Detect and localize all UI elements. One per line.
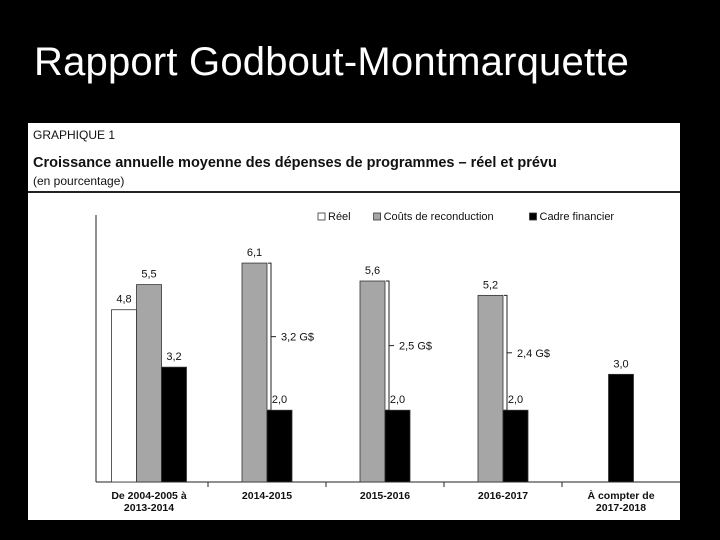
- bar-co-ts-de-reconduction: [136, 284, 162, 483]
- x-tick-label: 2014-2015: [242, 490, 292, 502]
- bar-r-el: [111, 309, 137, 483]
- bar-cadre-financier: [161, 366, 187, 483]
- bar-cadre-financier: [266, 409, 293, 483]
- bar-co-ts-de-reconduction: [359, 280, 386, 483]
- x-tick-label: 2015-2016: [360, 490, 410, 502]
- legend-swatch: [529, 212, 537, 221]
- data-label: 2,0: [390, 394, 405, 406]
- legend-entry: Réel: [328, 211, 351, 223]
- legend-entry: Coûts de reconduction: [384, 211, 494, 223]
- gap-label: 3,2 G$: [281, 332, 314, 344]
- figure-label: GRAPHIQUE 1: [33, 128, 116, 142]
- chart-title: Croissance annuelle moyenne des dépenses…: [33, 155, 557, 171]
- bar-cadre-financier: [384, 409, 411, 483]
- gap-bracket: [504, 294, 508, 411]
- chart-subtitle: (en pourcentage): [33, 174, 125, 188]
- x-tick-label: De 2004-2005 à: [111, 490, 186, 502]
- x-tick-label: 2016-2017: [478, 490, 528, 502]
- data-label: 4,8: [116, 294, 131, 306]
- data-label: 5,5: [141, 269, 156, 281]
- gap-bracket: [268, 262, 272, 411]
- x-tick-label: 2017-2018: [596, 502, 646, 514]
- bar-cadre-financier: [502, 409, 529, 483]
- bar-co-ts-de-reconduction: [241, 262, 268, 483]
- legend-entry: Cadre financier: [540, 211, 615, 223]
- x-tick-label: À compter de: [587, 489, 654, 502]
- gap-label: 2,4 G$: [517, 348, 550, 360]
- slide-title: Rapport Godbout-Montmarquette: [34, 40, 630, 84]
- x-tick-label: 2013-2014: [124, 502, 174, 514]
- chart-panel: GRAPHIQUE 1 Croissance annuelle moyenne …: [28, 123, 680, 520]
- data-label: 3,2: [166, 351, 181, 363]
- data-label: 5,2: [483, 279, 498, 291]
- header-divider: [28, 191, 680, 193]
- gap-bracket: [386, 280, 390, 411]
- data-label: 6,1: [247, 247, 262, 259]
- gap-label: 2,5 G$: [399, 341, 432, 353]
- data-label: 5,6: [365, 265, 380, 277]
- data-label: 3,0: [613, 358, 628, 370]
- bar-cadre-financier: [608, 373, 634, 483]
- data-label: 2,0: [272, 394, 287, 406]
- legend-swatch: [317, 212, 326, 221]
- bar-co-ts-de-reconduction: [477, 294, 504, 483]
- data-label: 2,0: [508, 394, 523, 406]
- legend-swatch: [373, 212, 382, 221]
